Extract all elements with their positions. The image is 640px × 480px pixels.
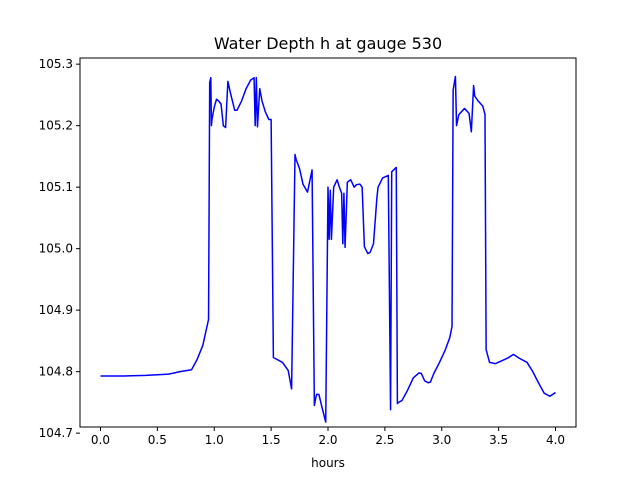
- series-line-0: [100, 75, 556, 423]
- y-tick-label: 104.8: [39, 365, 73, 379]
- x-tick-label: 3.0: [432, 433, 451, 447]
- x-tick-label: 3.5: [489, 433, 508, 447]
- chart-title: Water Depth h at gauge 530: [214, 34, 442, 53]
- x-tick-label: 0.0: [91, 433, 110, 447]
- x-axis-label: hours: [311, 456, 345, 470]
- y-tick-label: 105.0: [39, 242, 73, 256]
- x-tick-label: 4.0: [546, 433, 565, 447]
- y-tick-label: 105.3: [39, 57, 73, 71]
- y-tick-label: 104.9: [39, 303, 73, 317]
- plot-area: [100, 75, 556, 423]
- x-tick-label: 1.0: [205, 433, 224, 447]
- y-axis: 104.7 104.8 104.9 105.0 105.1 105.2 105.3: [39, 57, 80, 440]
- x-tick-label: 2.0: [318, 433, 337, 447]
- x-tick-label: 1.5: [262, 433, 281, 447]
- y-tick-label: 105.2: [39, 119, 73, 133]
- y-tick-label: 104.7: [39, 426, 73, 440]
- x-axis: 0.0 0.5 1.0 1.5 2.0 2.5 3.0 3.5 4.0: [91, 427, 565, 447]
- x-tick-label: 0.5: [148, 433, 167, 447]
- x-tick-label: 2.5: [375, 433, 394, 447]
- y-tick-label: 105.1: [39, 180, 73, 194]
